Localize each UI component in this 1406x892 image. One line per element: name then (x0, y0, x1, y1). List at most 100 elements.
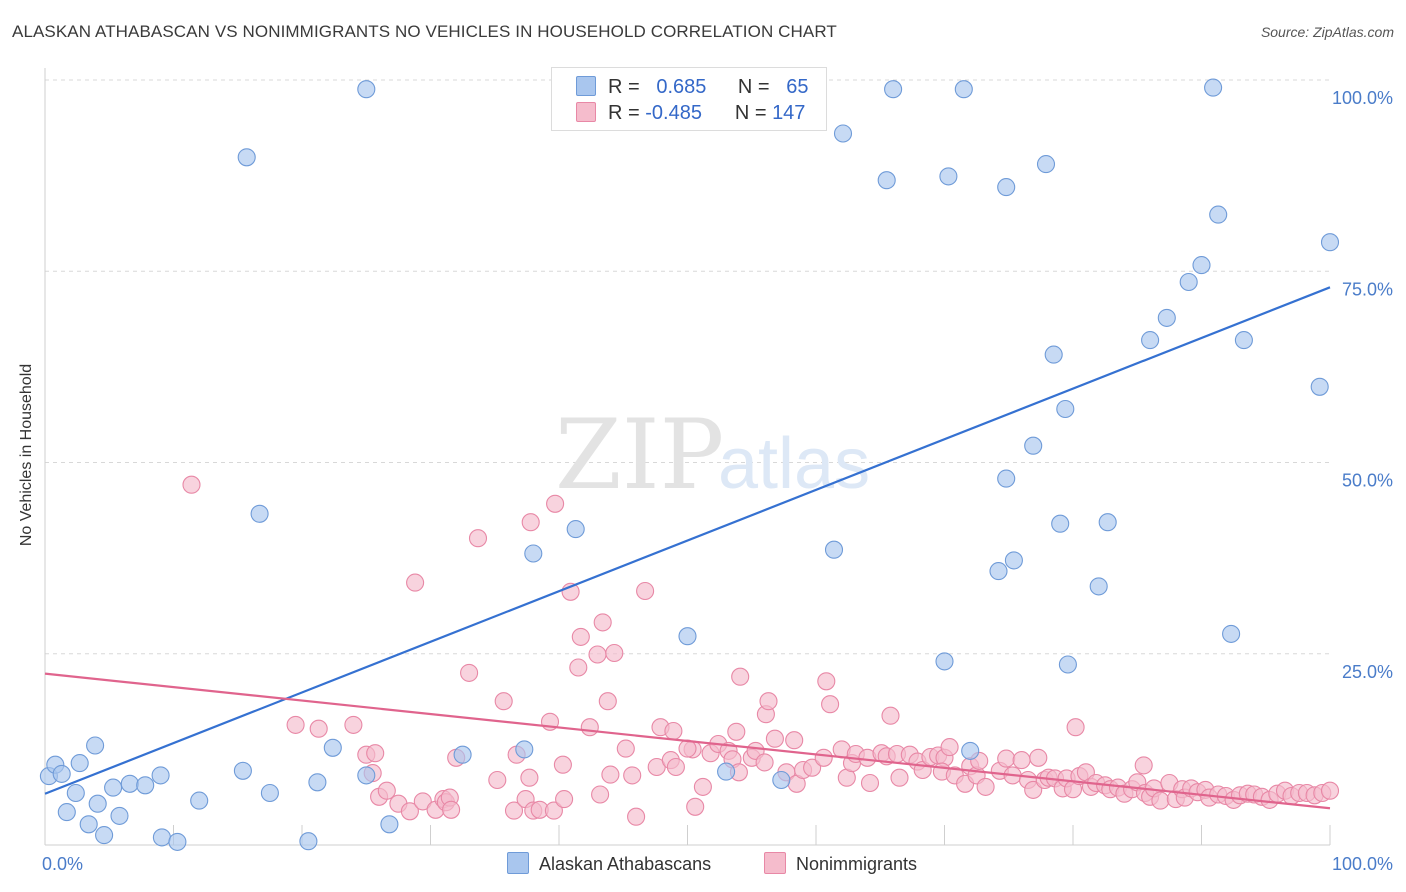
alaskan-athabascan-point (1051, 514, 1070, 533)
alaskan-athabascan-point (1157, 308, 1176, 327)
alaskan-athabascan-point (120, 774, 139, 793)
nonimmigrant-point (1134, 756, 1153, 775)
legend-n-value: 147 (772, 102, 806, 124)
legend-label: Nonimmigrants (796, 854, 918, 874)
series-alaskan-athabascans (39, 78, 1340, 851)
legend-r-label: R = (608, 76, 640, 98)
nonimmigrant-point (555, 790, 574, 809)
series-nonimmigrants (182, 475, 1340, 826)
alaskan-athabascan-point (1141, 331, 1160, 350)
nonimmigrant-point (693, 777, 712, 796)
nonimmigrant-point (588, 645, 607, 664)
nonimmigrant-point (765, 729, 784, 748)
nonimmigrant-point (727, 722, 746, 741)
alaskan-athabascan-point (79, 815, 98, 834)
nonimmigrant-point (666, 757, 685, 777)
y-tick-label: 75.0% (1342, 279, 1393, 299)
nonimmigrant-point (182, 475, 201, 494)
nonimmigrant-point (1024, 780, 1043, 799)
alaskan-athabascan-point (299, 832, 318, 851)
nonimmigrant-point (571, 627, 590, 646)
nonimmigrant-point (598, 692, 617, 711)
alaskan-athabascan-point (772, 770, 791, 790)
series-legend: Alaskan Athabascans Nonimmigrants (0, 852, 1406, 878)
alaskan-athabascan-point (566, 520, 585, 539)
alaskan-athabascan-point (935, 652, 954, 671)
nonimmigrant-point (504, 801, 524, 820)
legend-n-label: N = (737, 76, 770, 98)
nonimmigrant-point (593, 613, 612, 632)
nonimmigrant-point (627, 807, 646, 826)
alaskan-athabascan-point (989, 562, 1008, 581)
alaskan-athabascan-point (380, 815, 399, 834)
y-tick-label: 25.0% (1342, 662, 1393, 682)
nonimmigrant-point (997, 749, 1016, 768)
axes (44, 68, 1331, 846)
legend-n-value: 65 (786, 76, 809, 98)
nonimmigrant-point (860, 773, 880, 793)
legend-swatch-pink (576, 102, 596, 122)
nonimmigrant-point (569, 658, 588, 677)
nonimmigrant-point (1066, 718, 1085, 737)
alaskan-athabascan-point (1234, 331, 1253, 350)
nonimmigrant-point (488, 770, 507, 790)
nonimmigrant-point (406, 573, 425, 592)
legend-swatch-blue (576, 76, 596, 96)
alaskan-athabascan-point (1320, 233, 1340, 252)
alaskan-athabascan-point (308, 773, 327, 792)
legend-n-label: N = (734, 102, 767, 124)
nonimmigrant-point (605, 643, 624, 663)
alaskan-athabascan-point (1004, 551, 1023, 570)
nonimmigrant-point (881, 706, 900, 725)
alaskan-athabascan-point (1192, 256, 1211, 275)
alaskan-athabascan-point (961, 741, 980, 760)
alaskan-athabascan-point (884, 80, 903, 99)
alaskan-athabascan-point (152, 828, 171, 847)
nonimmigrant-point (803, 758, 822, 777)
nonimmigrant-point (623, 766, 642, 785)
legend-row-nonimmigrants: R = -0.485 N = 147 (576, 102, 805, 126)
alaskan-athabascan-point (233, 761, 252, 780)
alaskan-athabascan-point (939, 167, 958, 186)
alaskan-athabascan-point (1056, 399, 1075, 419)
alaskan-athabascan-point (1089, 577, 1108, 596)
legend-item-alaskan-athabascans[interactable]: Alaskan Athabascans (507, 852, 711, 875)
legend-label: Alaskan Athabascans (539, 854, 712, 874)
alaskan-athabascan-point (1058, 655, 1077, 674)
alaskan-athabascan-point (515, 740, 534, 759)
alaskan-athabascan-point (1222, 624, 1241, 643)
alaskan-athabascan-point (95, 826, 114, 845)
nonimmigrant-point (1012, 751, 1031, 770)
alaskan-athabascan-point (1179, 272, 1198, 292)
nonimmigrant-point (377, 781, 396, 800)
nonimmigrant-point (442, 800, 461, 819)
nonimmigrant-point (664, 721, 683, 741)
alaskan-athabascan-point (70, 754, 89, 773)
alaskan-athabascan-point (323, 738, 342, 757)
alaskan-athabascan-point (717, 762, 736, 781)
alaskan-athabascan-point (997, 469, 1016, 488)
alaskan-athabascan-point (1036, 155, 1056, 174)
alaskan-athabascan-point (237, 148, 256, 167)
alaskan-athabascan-point (997, 178, 1016, 197)
legend-item-nonimmigrants[interactable]: Nonimmigrants (764, 852, 917, 875)
alaskan-athabascan-point (86, 736, 105, 755)
legend-r-value: -0.485 (645, 102, 702, 124)
alaskan-athabascan-point (1098, 513, 1117, 532)
nonimmigrant-point (755, 753, 774, 772)
alaskan-athabascan-point (110, 806, 129, 825)
nonimmigrant-point (616, 739, 635, 758)
grid-lines (45, 79, 1330, 655)
alaskan-athabascan-point (66, 783, 85, 803)
y-tick-label: 100.0% (1332, 88, 1393, 108)
nonimmigrant-point (759, 692, 778, 711)
nonimmigrant-point (1029, 748, 1048, 767)
alaskan-athabascan-point (168, 832, 187, 851)
nonimmigrant-point (976, 777, 995, 796)
tick-labels: 25.0% 50.0% 75.0% 100.0% 0.0% 100.0% (42, 88, 1393, 874)
x-tick-label: 0.0% (42, 854, 83, 874)
nonimmigrant-point (366, 744, 385, 763)
nonimmigrant-point (591, 785, 610, 804)
correlation-legend: R = 0.685 N = 65 R = -0.485 N = 147 (551, 67, 827, 131)
